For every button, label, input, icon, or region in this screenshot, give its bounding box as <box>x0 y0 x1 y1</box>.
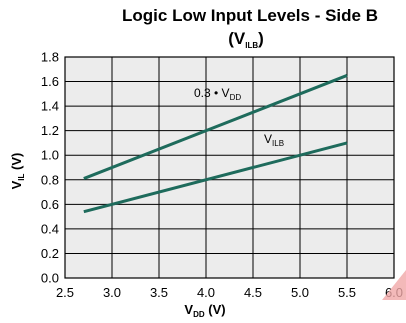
x-tick-label: 2.5 <box>56 285 74 300</box>
y-tick-label: 0.2 <box>41 246 59 261</box>
y-tick-label: 1.2 <box>41 123 59 138</box>
x-axis-ticks: 2.53.03.54.04.55.05.56.0 <box>56 285 403 300</box>
y-tick-label: 1.6 <box>41 74 59 89</box>
series-line-0.3vdd <box>83 74 348 180</box>
x-axis-label: VDD (V) <box>184 302 225 319</box>
y-tick-label: 0.4 <box>41 221 59 236</box>
x-tick-label: 4.0 <box>197 285 215 300</box>
plot-border <box>64 56 395 279</box>
chart-title: Logic Low Input Levels - Side B <box>122 6 378 25</box>
y-tick-label: 0.6 <box>41 197 59 212</box>
x-tick-label: 3.0 <box>103 285 121 300</box>
y-tick-label: 1.4 <box>41 99 59 114</box>
series-line-vilb <box>83 141 348 214</box>
y-axis-ticks: 0.0 0.2 0.4 0.6 0.8 1.0 1.2 1.4 1.6 1.8 <box>41 50 59 286</box>
x-tick-label: 5.5 <box>338 285 356 300</box>
y-tick-label: 1.0 <box>41 148 59 163</box>
corner-mark <box>382 270 406 300</box>
x-tick-label: 5.0 <box>291 285 309 300</box>
y-tick-label: 1.8 <box>41 50 59 65</box>
x-tick-label: 4.5 <box>244 285 262 300</box>
y-tick-label: 0.8 <box>41 172 59 187</box>
series-lines <box>83 74 348 214</box>
series-label-vilb: VILB <box>264 132 284 148</box>
grid <box>65 57 394 278</box>
x-tick-label: 3.5 <box>150 285 168 300</box>
y-axis-label: VIL (V) <box>9 153 26 190</box>
chart-title-line2: (VILB) <box>228 29 264 50</box>
series-label-0.3vdd: 0.3 • VDD <box>194 86 241 102</box>
y-tick-label: 0.0 <box>41 271 59 286</box>
plot-area <box>65 57 394 278</box>
